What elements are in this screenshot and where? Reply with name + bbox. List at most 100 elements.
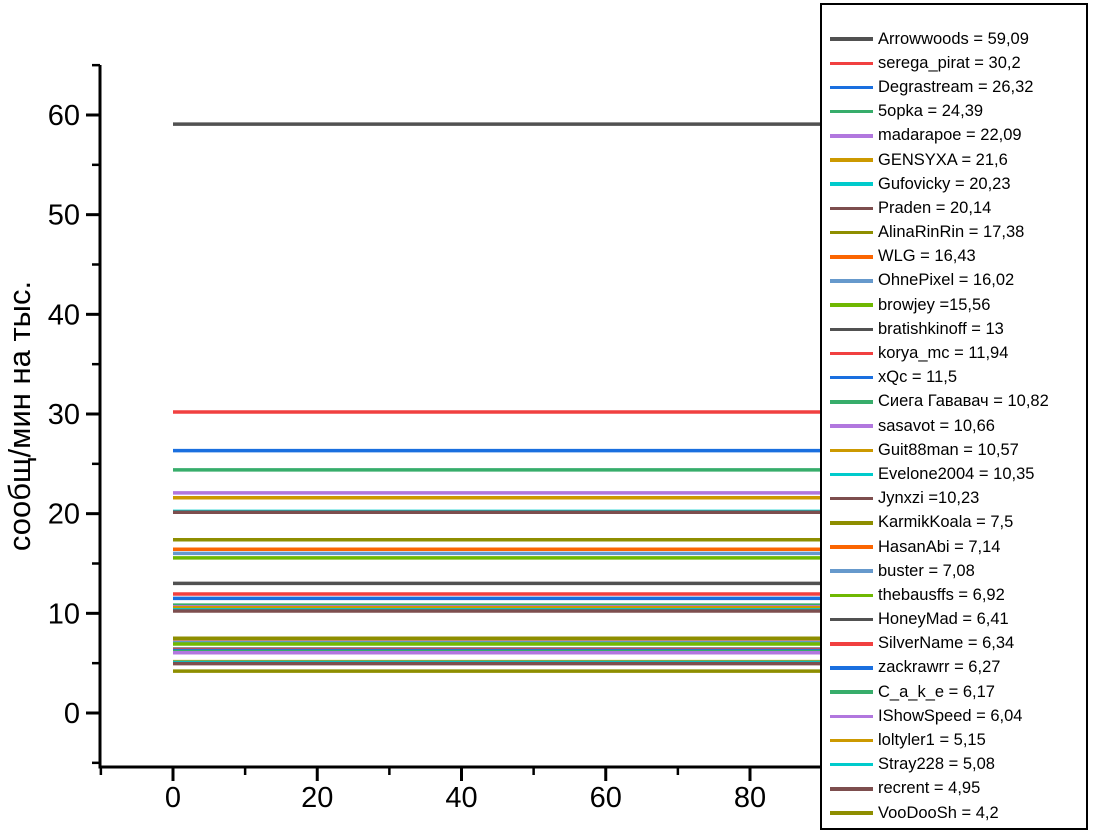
legend-swatch-line xyxy=(830,61,873,66)
legend-swatch-line xyxy=(830,303,873,307)
legend-swatch-line xyxy=(830,375,873,380)
legend-item: GENSYXA = 21,6 xyxy=(822,148,1086,172)
legend-swatch-line xyxy=(830,472,873,477)
legend-swatch-line xyxy=(830,762,873,767)
legend-label: IShowSpeed = 6,04 xyxy=(878,706,1023,725)
legend-swatch-line xyxy=(830,569,873,573)
legend-item: HoneyMad = 6,41 xyxy=(822,608,1086,632)
y-axis-tick-label: 50 xyxy=(48,200,80,232)
legend-label: C_a_k_e = 6,17 xyxy=(878,682,995,701)
legend-item: Evelone2004 = 10,35 xyxy=(822,462,1086,486)
x-axis-tick-label: 20 xyxy=(301,782,333,814)
legend-label: xQc = 11,5 xyxy=(878,368,958,387)
legend-item: VooDooSh = 4,2 xyxy=(822,801,1086,825)
legend-item: Praden = 20,14 xyxy=(822,196,1086,220)
legend-swatch-line xyxy=(830,400,873,404)
legend-label: madarapoe = 22,09 xyxy=(878,126,1022,145)
y-axis-tick-label: 10 xyxy=(48,598,80,630)
legend-item: serega_pirat = 30,2 xyxy=(822,51,1086,75)
legend-label: Praden = 20,14 xyxy=(878,198,992,217)
legend-label: WLG = 16,43 xyxy=(878,247,976,266)
legend-swatch-line xyxy=(830,738,873,743)
legend-label: VooDooSh = 4,2 xyxy=(878,803,999,822)
legend-label: SilverName = 6,34 xyxy=(878,634,1015,653)
legend-item: madarapoe = 22,09 xyxy=(822,124,1086,148)
legend-label: Stray228 = 5,08 xyxy=(878,755,995,774)
legend-swatch-line xyxy=(830,666,873,670)
legend-swatch-line xyxy=(830,787,873,791)
legend-swatch-line xyxy=(830,109,873,114)
legend-label: AlinaRinRin = 17,38 xyxy=(878,223,1025,242)
y-axis-title: сообщ/мин на тыс. xyxy=(2,281,37,551)
legend-swatch-line xyxy=(830,617,873,622)
legend-label: bratishkinoff = 13 xyxy=(878,319,1004,338)
legend-item: zackrawrr = 6,27 xyxy=(822,656,1086,680)
legend-label: HoneyMad = 6,41 xyxy=(878,610,1009,629)
legend-label: Evelone2004 = 10,35 xyxy=(878,464,1035,483)
legend-label: browjey =15,56 xyxy=(878,295,991,314)
legend-item: SilverName = 6,34 xyxy=(822,632,1086,656)
legend-label: Arrowwoods = 59,09 xyxy=(878,29,1029,48)
legend-label: Degrastream = 26,32 xyxy=(878,77,1034,96)
legend-swatch-line xyxy=(830,496,873,501)
legend-item: WLG = 16,43 xyxy=(822,245,1086,269)
legend-swatch-line xyxy=(830,521,873,525)
y-axis-tick-label: 60 xyxy=(48,100,80,132)
legend-label: KarmikKoala = 7,5 xyxy=(878,513,1014,532)
legend-item: xQc = 11,5 xyxy=(822,366,1086,390)
legend-label: zackrawrr = 6,27 xyxy=(878,658,1001,677)
legend-item: AlinaRinRin = 17,38 xyxy=(822,221,1086,245)
legend-item: Arrowwoods = 59,09 xyxy=(822,27,1086,51)
legend-swatch-line xyxy=(830,642,873,646)
legend-swatch-line xyxy=(830,279,873,283)
legend-item: loltyler1 = 5,15 xyxy=(822,728,1086,752)
legend-item: IShowSpeed = 6,04 xyxy=(822,704,1086,728)
legend-label: Jynxzi =10,23 xyxy=(878,489,980,508)
legend-label: loltyler1 = 5,15 xyxy=(878,731,986,750)
y-axis-tick-label: 40 xyxy=(48,299,80,331)
legend-swatch-line xyxy=(830,424,873,428)
legend-swatch-line xyxy=(830,714,873,719)
legend-item: sasavot = 10,66 xyxy=(822,414,1086,438)
legend-label: thebausffs = 6,92 xyxy=(878,585,1005,604)
legend-swatch-line xyxy=(830,158,873,162)
legend-item: buster = 7,08 xyxy=(822,559,1086,583)
legend-swatch-line xyxy=(830,206,873,211)
legend-swatch-line xyxy=(830,327,873,332)
legend-swatch-line xyxy=(830,593,873,598)
legend-item: 5opka = 24,39 xyxy=(822,100,1086,124)
legend-label: Сиега Гававач = 10,82 xyxy=(878,392,1049,411)
legend-item: Guit88man = 10,57 xyxy=(822,438,1086,462)
legend-item: browjey =15,56 xyxy=(822,293,1086,317)
legend-item: KarmikKoala = 7,5 xyxy=(822,511,1086,535)
legend-label: buster = 7,08 xyxy=(878,561,975,580)
y-axis-tick-label: 30 xyxy=(48,399,80,431)
legend-swatch-line xyxy=(830,690,873,694)
legend-item: Stray228 = 5,08 xyxy=(822,753,1086,777)
legend-label: korya_mc = 11,94 xyxy=(878,344,1009,363)
legend-item: Jynxzi =10,23 xyxy=(822,487,1086,511)
x-axis-tick-label: 80 xyxy=(734,782,766,814)
legend-item: OhnePixel = 16,02 xyxy=(822,269,1086,293)
legend-label: GENSYXA = 21,6 xyxy=(878,150,1008,169)
legend-swatch-line xyxy=(830,255,873,259)
legend-label: 5opka = 24,39 xyxy=(878,102,984,121)
legend-item: bratishkinoff = 13 xyxy=(822,317,1086,341)
legend-item: korya_mc = 11,94 xyxy=(822,341,1086,365)
legend-swatch-line xyxy=(830,37,873,41)
legend-item: Gufovicky = 20,23 xyxy=(822,172,1086,196)
legend-swatch-line xyxy=(830,134,873,138)
legend-label: Guit88man = 10,57 xyxy=(878,440,1019,459)
x-axis-tick-label: 60 xyxy=(590,782,622,814)
legend-swatch-line xyxy=(830,448,873,453)
legend-item: thebausffs = 6,92 xyxy=(822,583,1086,607)
legend-item: HasanAbi = 7,14 xyxy=(822,535,1086,559)
legend-item: recrent = 4,95 xyxy=(822,777,1086,801)
legend-swatch-line xyxy=(830,230,873,235)
legend-label: serega_pirat = 30,2 xyxy=(878,53,1021,72)
legend-label: recrent = 4,95 xyxy=(878,779,981,798)
y-axis-tick-label: 20 xyxy=(48,499,80,531)
legend-item: C_a_k_e = 6,17 xyxy=(822,680,1086,704)
